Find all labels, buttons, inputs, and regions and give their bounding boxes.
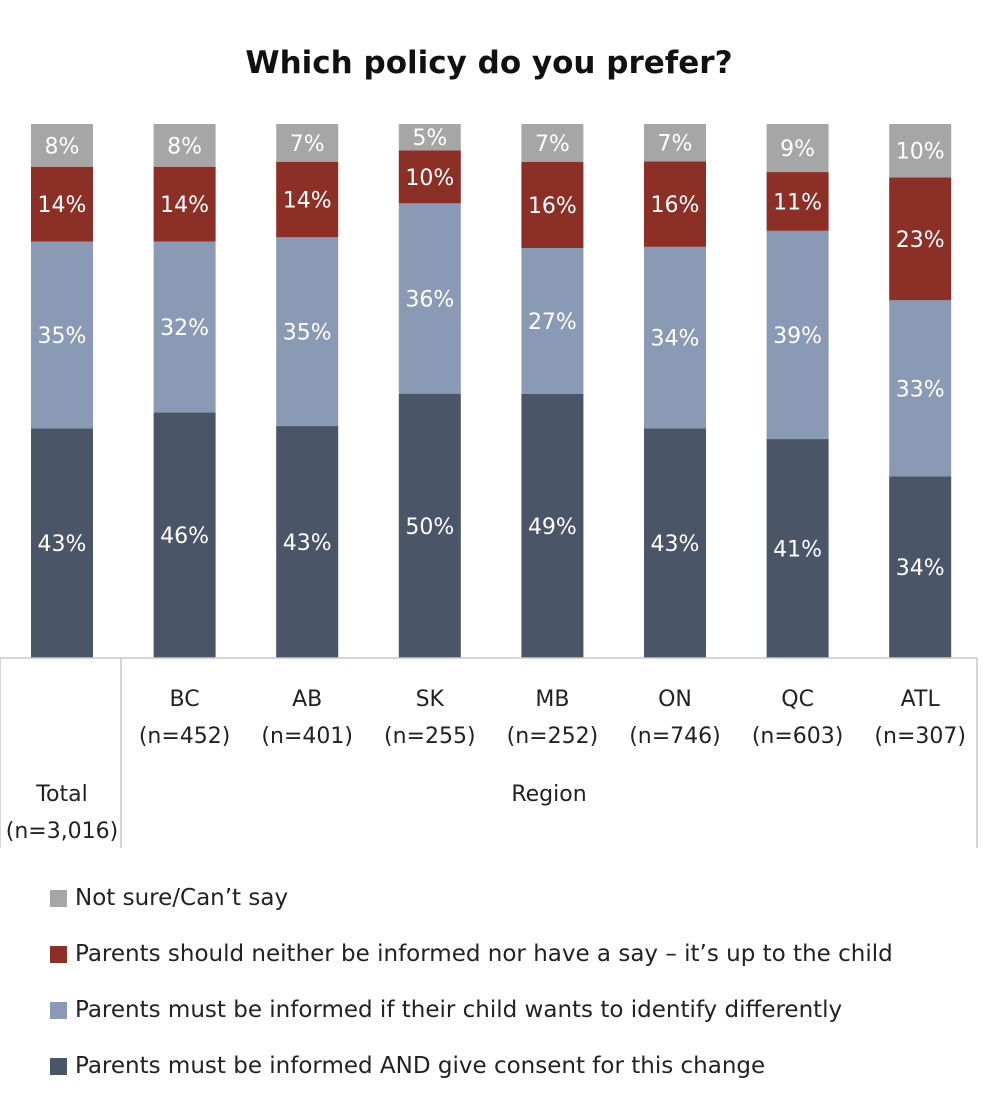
stacked-bar-chart: Which policy do you prefer? 43%35%14%8%4… <box>0 45 978 848</box>
group-label-region: Region <box>511 782 586 807</box>
bar-segment-atl-s1 <box>889 300 952 477</box>
legend: Not sure/Can’t say Parents should neither… <box>50 870 893 1094</box>
data-label: 14% <box>283 189 332 214</box>
data-label: 23% <box>896 228 945 253</box>
legend-item: Parents must be informed AND give consen… <box>50 1038 893 1094</box>
data-label: 34% <box>651 327 700 352</box>
bar-segment-ab-s0 <box>276 426 339 658</box>
bar-segment-on-s2 <box>644 161 706 247</box>
bar-segment-atl-s2 <box>889 177 952 301</box>
data-label: 8% <box>167 134 202 159</box>
bar-segment-ab-s1 <box>276 237 339 427</box>
data-label: 8% <box>45 134 80 159</box>
bar-segment-atl-s3 <box>889 124 952 178</box>
legend-label: Not sure/Can’t say <box>75 885 289 911</box>
legend-item: Not sure/Can’t say <box>50 870 893 926</box>
category-sample-size: (n=255) <box>384 724 476 749</box>
bar-segment-mb-s1 <box>521 248 584 394</box>
data-label: 14% <box>38 193 87 218</box>
data-label: 43% <box>651 532 700 557</box>
data-label: 7% <box>658 132 693 157</box>
category-label: ON <box>658 687 692 712</box>
data-label: 32% <box>160 316 209 341</box>
category-label: ATL <box>901 687 941 712</box>
bar-segment-atl-s0 <box>889 476 952 658</box>
bar-segment-on-s0 <box>644 428 706 658</box>
category-sample-size: (n=3,016) <box>6 819 119 844</box>
data-label: 7% <box>290 132 325 157</box>
legend-item: Parents should neither be informed nor h… <box>50 926 893 982</box>
bar-segment-total-s0 <box>31 428 93 658</box>
legend-swatch <box>50 1001 67 1019</box>
bar-segment-bc-s2 <box>153 166 216 242</box>
data-label: 43% <box>283 531 332 556</box>
bar-segment-sk-s0 <box>398 393 461 658</box>
bars-group: 43% 35% 14% 8% 46% 32% 14% 8% 43% 35% 14% 7% 50% 36% 1… <box>31 124 952 658</box>
category-label: Total <box>35 782 87 807</box>
legend-swatch <box>50 889 67 907</box>
data-label: 46% <box>160 524 209 549</box>
data-label: 9% <box>780 137 815 162</box>
category-sample-size: (n=252) <box>507 724 599 749</box>
legend-item: Parents must be informed if their child … <box>50 982 893 1038</box>
data-label: 10% <box>896 140 945 165</box>
bar-segment-total-s3 <box>31 124 93 167</box>
legend-label: Parents must be informed if their child … <box>75 997 843 1023</box>
data-label: 35% <box>38 324 87 349</box>
category-sample-size: (n=603) <box>752 724 844 749</box>
data-label: 43% <box>38 532 87 557</box>
data-label: 11% <box>773 190 822 215</box>
category-sample-size: (n=401) <box>261 724 353 749</box>
data-label: 33% <box>896 377 945 402</box>
bar-segment-sk-s1 <box>398 203 461 394</box>
data-label: 10% <box>405 166 454 191</box>
data-label: 39% <box>773 324 822 349</box>
legend-label: Parents should neither be informed nor h… <box>75 941 893 967</box>
bar-segment-qc-s2 <box>766 172 829 231</box>
category-label: AB <box>292 687 322 712</box>
bar-segment-mb-s2 <box>521 161 584 249</box>
legend-swatch <box>50 1057 67 1075</box>
bar-segment-qc-s1 <box>766 230 829 440</box>
category-axis: Total (n=3,016) BC (n=452) AB (n=401) SK (n=255… <box>0 657 978 848</box>
bar-segment-total-s2 <box>31 166 93 242</box>
category-label: BC <box>170 687 200 712</box>
bar-segment-bc-s0 <box>153 412 216 658</box>
category-label: MB <box>535 687 569 712</box>
category-label: QC <box>781 687 814 712</box>
data-label: 16% <box>528 194 577 219</box>
data-label: 5% <box>412 126 447 151</box>
bar-segment-ab-s2 <box>276 161 339 238</box>
bar-segment-qc-s0 <box>766 439 829 658</box>
data-label: 7% <box>535 132 570 157</box>
bar-segment-bc-s3 <box>153 124 216 167</box>
bar-segment-sk-s2 <box>398 150 461 204</box>
bar-segment-on-s3 <box>644 124 706 162</box>
data-label: 14% <box>160 193 209 218</box>
bar-segment-ab-s3 <box>276 124 339 162</box>
category-sample-size: (n=746) <box>629 724 721 749</box>
bar-segment-mb-s0 <box>521 393 584 658</box>
bar-segment-on-s1 <box>644 246 706 429</box>
category-label: SK <box>416 687 445 712</box>
category-sample-size: (n=452) <box>139 724 231 749</box>
data-label: 49% <box>528 515 577 540</box>
bar-segment-qc-s3 <box>766 124 829 173</box>
data-label: 41% <box>773 538 822 563</box>
legend-label: Parents must be informed AND give consen… <box>75 1053 766 1079</box>
legend-swatch <box>50 945 67 963</box>
chart-title: Which policy do you prefer? <box>245 45 732 81</box>
bar-segment-mb-s3 <box>521 124 584 162</box>
data-label: 35% <box>283 321 332 346</box>
category-sample-size: (n=307) <box>874 724 966 749</box>
data-label: 27% <box>528 310 577 335</box>
data-label: 36% <box>405 287 454 312</box>
bar-segment-sk-s3 <box>398 124 461 151</box>
data-label: 16% <box>651 193 700 218</box>
data-label: 34% <box>896 556 945 581</box>
bar-segment-bc-s1 <box>153 241 216 413</box>
data-label: 50% <box>405 515 454 540</box>
bar-segment-total-s1 <box>31 241 93 429</box>
